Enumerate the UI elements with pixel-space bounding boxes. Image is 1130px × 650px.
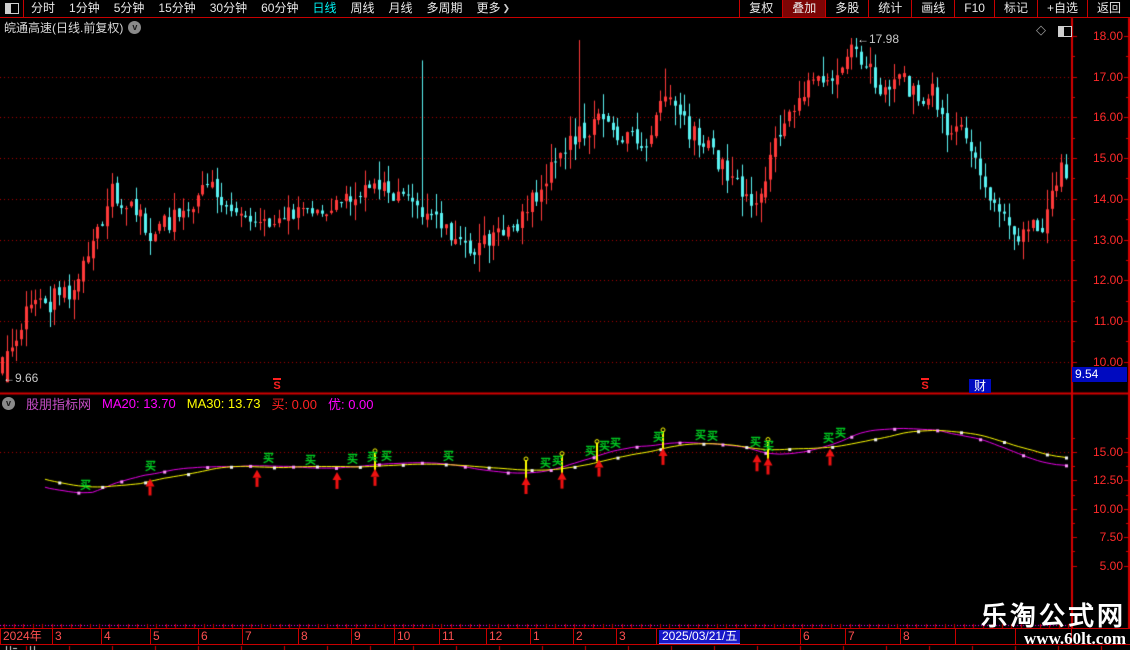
crosshair-date: 2025/03/21/五 — [659, 630, 741, 644]
timeline-cell[interactable]: 6 — [198, 629, 242, 644]
price-axis-label: 13.00 — [1092, 233, 1123, 247]
indicator-axis-label: 5.00 — [1099, 559, 1123, 573]
menu-item-1分钟[interactable]: 1分钟 — [69, 1, 100, 15]
price-axis-label: 15.00 — [1092, 151, 1123, 165]
timeline-cell[interactable]: 1 — [530, 629, 573, 644]
you-value: 优: 0.00 — [327, 397, 374, 412]
sell-signal-letter: S — [273, 380, 281, 392]
chevron-down-icon[interactable]: v — [128, 20, 142, 34]
indicator-axis-label: 15.00 — [1092, 445, 1123, 459]
menu-item-日线[interactable]: 日线 — [312, 1, 337, 15]
menu-item-返回[interactable]: 返回 — [1086, 0, 1130, 17]
split-window-glyph — [4, 3, 19, 14]
sell-signal-marker: S — [920, 378, 930, 392]
timeline-cell[interactable]: 7 — [242, 629, 298, 644]
timeline-cell[interactable]: 5 — [150, 629, 198, 644]
menu-item-叠加[interactable]: 叠加 — [782, 0, 826, 17]
more-chevron-icon[interactable]: ❯ — [502, 3, 511, 13]
menu-item-60分钟[interactable]: 60分钟 — [261, 1, 299, 15]
timeline-cell[interactable] — [1015, 629, 1071, 644]
menu-item-多股[interactable]: 多股 — [825, 0, 868, 17]
price-axis-label: 14.00 — [1092, 192, 1123, 206]
period-menu: 分时 1分钟 5分钟 15分钟 30分钟 60分钟 日线 周线 月线 多周期 更多 ❯ — [0, 0, 514, 17]
toolbar: 分时 1分钟 5分钟 15分钟 30分钟 60分钟 日线 周线 月线 多周期 更多 ❯ 复权 叠加 多股统… — [0, 0, 1130, 18]
menu-item-周线[interactable]: 周线 — [350, 1, 375, 15]
split-window-icon[interactable] — [1058, 24, 1072, 42]
timeline-cell[interactable]: 2 — [573, 629, 616, 644]
collapse-icon[interactable]: v — [2, 397, 15, 410]
timeline-cell[interactable]: 11 — [439, 629, 486, 644]
sell-signal-marker: S — [272, 378, 282, 392]
menu-item-标记[interactable]: 标记 — [993, 0, 1037, 17]
timeline-cell[interactable]: 2024年 — [0, 629, 52, 644]
timeline-cell[interactable]: 3 — [52, 629, 101, 644]
timeline-cell[interactable]: 4 — [101, 629, 150, 644]
price-axis-label: 17.00 — [1092, 70, 1123, 84]
menu-item-F10[interactable]: F10 — [954, 0, 994, 17]
timeline-cell[interactable]: 8 — [298, 629, 351, 644]
split-window-glyph — [1058, 26, 1072, 37]
indicator-axis-label: 12.50 — [1092, 473, 1123, 487]
watermark-url: www.60lt.com — [1024, 629, 1126, 648]
menu-item-15分钟[interactable]: 15分钟 — [158, 1, 196, 15]
price-axis-label: 16.00 — [1092, 110, 1123, 124]
price-axis-label: 11.00 — [1093, 314, 1123, 328]
sell-signal-dash — [273, 378, 281, 380]
menu-item-多周期[interactable]: 多周期 — [426, 1, 463, 15]
high-annotation: ←17.98 — [857, 32, 900, 46]
menu-item-月线[interactable]: 月线 — [388, 1, 413, 15]
timeline[interactable]: 2024年 3 4 5 6 7 8 9 10 11 12 1 2 3 2025/03/21/五 6 7 8 — [0, 628, 1130, 645]
timeline-cell[interactable]: 7 — [845, 629, 900, 644]
page-title[interactable]: 皖通高速(日线.前复权) — [4, 20, 124, 35]
timeline-cell[interactable]: 3 — [616, 629, 656, 644]
timeline-cell[interactable]: 12 — [486, 629, 530, 644]
crosshair-price-badge: 9.54 — [1072, 367, 1127, 382]
ma20-value: MA20: 13.70 — [102, 396, 176, 411]
timeline-cell[interactable]: 10 — [394, 629, 439, 644]
menu-item-+自选[interactable]: +自选 — [1036, 0, 1087, 17]
menu-item-统计[interactable]: 统计 — [868, 0, 911, 17]
sell-signal-dash — [921, 378, 929, 380]
menu-item-更多[interactable]: 更多 — [476, 1, 501, 15]
menu-item-30分钟[interactable]: 30分钟 — [209, 1, 248, 15]
ma30-value: MA30: 13.73 — [186, 396, 261, 411]
cai-badge: 财 — [969, 379, 991, 393]
sell-signal-letter: S — [921, 380, 929, 392]
indicator-axis-label: 10.00 — [1092, 502, 1123, 516]
price-axis-label: 12.00 — [1092, 273, 1123, 287]
menu-item-5分钟[interactable]: 5分钟 — [113, 1, 145, 15]
timeline-cell[interactable]: 8 — [900, 629, 955, 644]
price-axis-label: 10.00 — [1092, 355, 1123, 369]
indicator-name[interactable]: 股朋指标网 — [26, 397, 92, 412]
menu-item-分时[interactable]: 分时 — [31, 1, 56, 15]
timeline-cell[interactable] — [1071, 629, 1130, 644]
buy-value: 买: 0.00 — [271, 397, 317, 412]
menu-item-复权[interactable]: 复权 — [739, 0, 782, 17]
layout-icon[interactable] — [0, 0, 24, 17]
menu-item-画线[interactable]: 画线 — [911, 0, 954, 17]
title-bar: 皖通高速(日线.前复权) v — [4, 19, 142, 35]
timeline-cell-crosshair[interactable]: 2025/03/21/五 — [656, 629, 800, 644]
timeline-cell[interactable]: 6 — [800, 629, 845, 644]
watermark-title: 乐淘公式网 — [980, 601, 1126, 631]
timeline-cell[interactable]: 9 — [351, 629, 394, 644]
timeline-cell[interactable] — [955, 629, 1015, 644]
watermark: 乐淘公式网 www.60lt.com — [980, 601, 1126, 648]
indicator-header: v 股朋指标网 MA20: 13.70 MA30: 13.73 买: 0.00 … — [2, 395, 374, 412]
low-annotation: ←9.66 — [3, 371, 39, 385]
indicator-axis-label: 7.50 — [1099, 530, 1123, 544]
diamond-icon[interactable]: ◇ — [1036, 22, 1046, 37]
price-axis-label: 18.00 — [1092, 29, 1123, 43]
action-menu: 复权 叠加 多股 统计 画线 F10 标记 +自选 返回 — [739, 0, 1130, 17]
